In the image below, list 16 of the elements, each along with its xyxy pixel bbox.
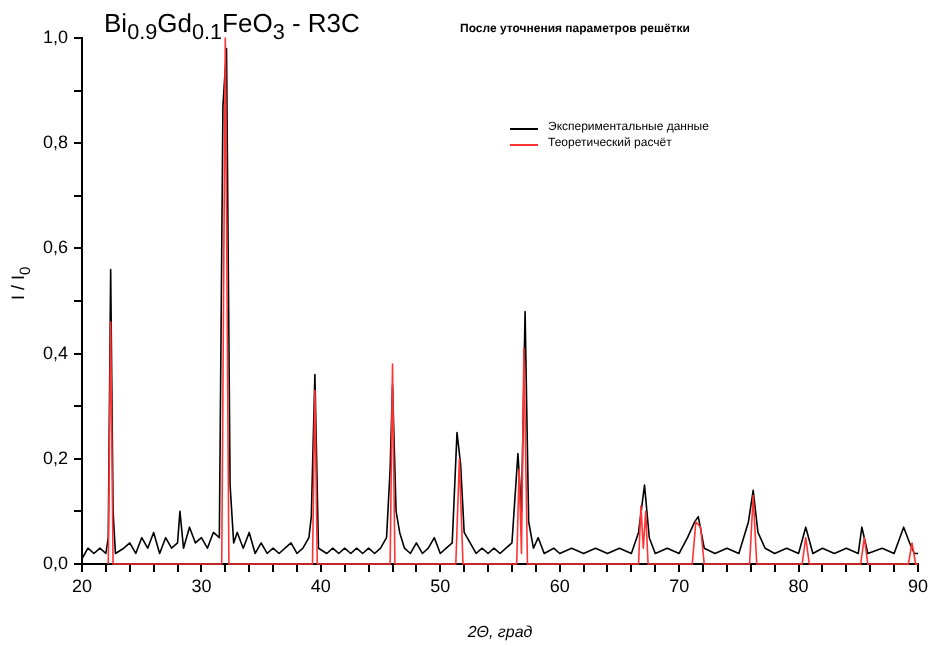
y-tick-label: 0,0 (42, 552, 68, 573)
x-tick-label: 60 (549, 575, 570, 596)
x-tick-label: 30 (191, 575, 212, 596)
x-tick-label: 20 (71, 575, 93, 596)
x-tick-label: 50 (430, 575, 451, 596)
y-tick-label: 1,0 (42, 26, 68, 47)
x-tick-label: 40 (310, 575, 331, 596)
y-tick-label: 0,4 (42, 342, 68, 363)
x-axis-title: 2Θ, град (465, 622, 534, 641)
x-tick-label: 70 (669, 575, 690, 596)
y-tick-label: 0,2 (42, 447, 68, 468)
y-tick-label: 0,6 (42, 237, 68, 258)
x-tick-label: 90 (907, 575, 929, 596)
x-tick-label: 80 (788, 575, 809, 596)
y-tick-label: 0,8 (42, 132, 68, 153)
chart-title: Bi$_{0.9}$Gd$_{0.1}$FeO$_{3}$ - R3C (104, 8, 360, 46)
